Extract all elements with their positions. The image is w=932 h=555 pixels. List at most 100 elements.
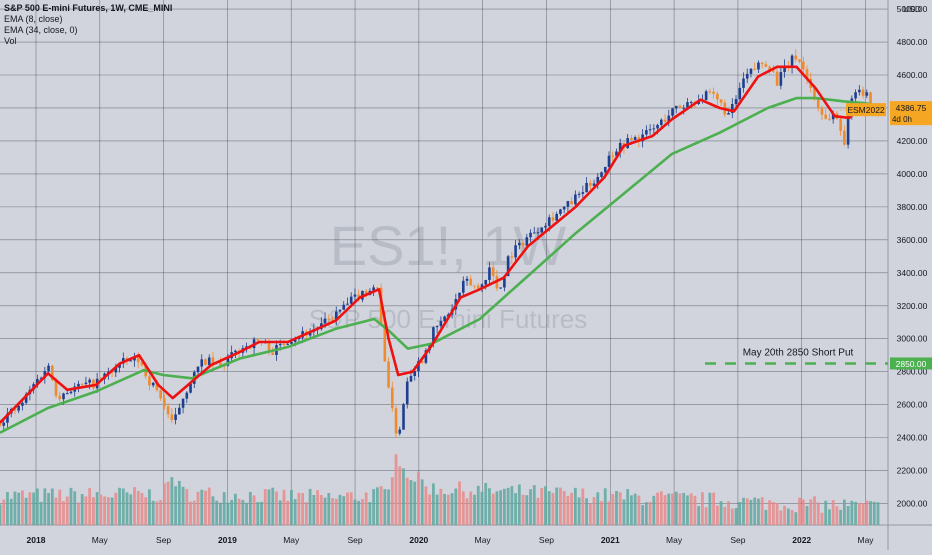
candle-body	[656, 124, 659, 129]
candle-body	[559, 209, 562, 214]
volume-bar	[387, 489, 390, 525]
candle-body	[798, 59, 801, 62]
volume-bar	[596, 492, 600, 525]
volume-bar	[17, 492, 21, 525]
volume-bar	[2, 499, 6, 525]
candle-body	[600, 172, 603, 177]
candle-body	[544, 225, 547, 228]
volume-bar	[125, 492, 129, 525]
candle-body	[469, 278, 473, 286]
volume-bar	[62, 501, 65, 525]
candle-body	[323, 318, 327, 324]
candle-body	[435, 326, 439, 328]
candle-body	[828, 118, 831, 120]
volume-bar	[611, 493, 615, 525]
candle-body	[334, 311, 338, 321]
candle-body	[174, 414, 177, 421]
candle-body	[730, 104, 734, 114]
volume-bar	[768, 500, 772, 525]
candle-body	[484, 280, 488, 285]
candle-body	[286, 343, 289, 345]
candle-body	[114, 367, 118, 373]
volume-bar	[786, 508, 790, 525]
volume-bar	[835, 506, 839, 525]
candle-body	[293, 338, 297, 342]
volume-bar	[663, 495, 667, 525]
volume-bar	[312, 494, 316, 525]
volume-bar	[547, 491, 551, 525]
candle-body	[2, 422, 6, 426]
volume-bar	[633, 493, 637, 525]
volume-bar	[461, 491, 465, 525]
volume-bar	[831, 500, 835, 525]
volume-label[interactable]: Vol	[4, 36, 17, 46]
candle-body	[682, 107, 686, 109]
volume-bar	[473, 494, 476, 525]
volume-bar	[32, 492, 36, 525]
volume-bar	[118, 487, 121, 525]
volume-bar	[226, 502, 230, 525]
volume-bar	[712, 492, 716, 525]
volume-bar	[319, 494, 323, 525]
y-tick-label: 4600.00	[897, 70, 928, 80]
candle-body	[278, 344, 282, 346]
candle-body	[757, 62, 760, 70]
ema-slow-label[interactable]: EMA (34, close, 0)	[4, 25, 78, 35]
candle-body	[801, 61, 805, 70]
volume-bar	[618, 492, 622, 525]
candle-body	[592, 183, 596, 186]
candle-body	[753, 68, 757, 70]
candle-body	[480, 284, 484, 289]
volume-bar	[241, 499, 245, 525]
candle-body	[768, 66, 771, 71]
candle-body	[760, 62, 764, 65]
volume-bar	[162, 483, 166, 525]
volume-bar	[491, 493, 495, 525]
candle-body	[24, 394, 28, 403]
volume-bar	[854, 501, 857, 525]
candle-body	[432, 327, 435, 344]
candle-body	[349, 296, 353, 304]
volume-bar	[622, 499, 626, 525]
volume-bar	[413, 481, 417, 525]
volume-bar	[559, 487, 562, 525]
volume-bar	[383, 489, 387, 525]
candle-body	[678, 105, 682, 108]
volume-bar	[361, 499, 364, 525]
volume-bar	[562, 490, 566, 525]
candle-body	[140, 362, 144, 366]
volume-bar	[155, 501, 159, 525]
volume-bar	[219, 502, 222, 525]
candle-body	[387, 361, 390, 388]
candle-body	[603, 166, 607, 173]
volume-bar	[50, 488, 54, 525]
volume-bar	[652, 495, 656, 525]
volume-bar	[656, 492, 659, 525]
volume-bar	[28, 492, 32, 525]
candle-body	[69, 391, 73, 394]
x-tick-label: 2021	[601, 535, 620, 545]
volume-bar	[745, 498, 749, 525]
candle-body	[514, 245, 517, 258]
candle-body	[532, 232, 536, 234]
volume-bar	[532, 485, 536, 525]
candle-body	[58, 395, 62, 400]
candle-body	[133, 357, 136, 361]
symbol-title[interactable]: S&P 500 E-mini Futures, 1W, CME_MINI	[4, 3, 173, 13]
ema-fast-label[interactable]: EMA (8, close)	[4, 14, 63, 24]
candle-body	[734, 99, 738, 105]
candle-body	[80, 383, 84, 385]
volume-bar	[499, 490, 503, 525]
candle-body	[555, 213, 558, 221]
volume-bar	[293, 499, 297, 525]
candle-body	[671, 108, 674, 116]
volume-bar	[110, 497, 114, 525]
volume-bar	[514, 493, 517, 525]
volume-bar	[682, 492, 686, 525]
y-tick-label: 3200.00	[897, 301, 928, 311]
volume-bar	[842, 499, 846, 525]
volume-bar	[671, 493, 674, 525]
volume-bar	[95, 492, 99, 525]
